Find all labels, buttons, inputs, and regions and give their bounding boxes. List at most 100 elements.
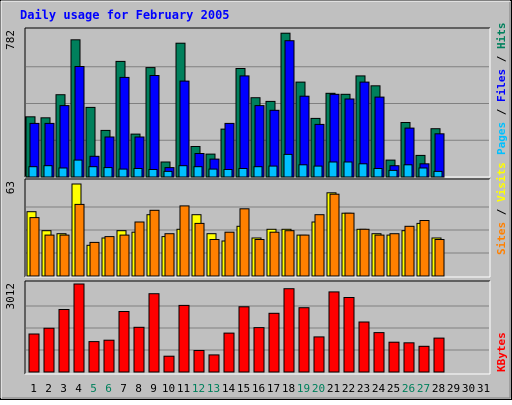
bar-kbytes-day-18: [283, 288, 295, 373]
bar-pages-day-5: [88, 166, 98, 178]
panel-hits-files-pages: 782 Pages / Files / Hits: [4, 23, 508, 178]
bar-sites-day-3: [59, 234, 70, 277]
legend-part: /: [495, 202, 508, 222]
bar-sites-day-7: [119, 234, 130, 277]
legend-part: Sites: [495, 222, 508, 255]
bar-kbytes-day-8: [133, 326, 145, 373]
x-tick-label-day-21: 21: [327, 382, 340, 395]
bar-pages-day-28: [433, 170, 443, 178]
bar-sites-day-17: [269, 231, 280, 277]
x-tick-label-day-7: 7: [120, 382, 127, 395]
bar-kbytes-day-19: [298, 307, 310, 373]
bar-sites-day-11: [179, 205, 190, 277]
bar-sites-day-1: [29, 217, 40, 277]
x-tick-label-day-27: 27: [417, 382, 430, 395]
bar-kbytes-day-6: [103, 339, 115, 373]
chart-panels: 782 Pages / Files / Hits 63 Sites / Visits 3…: [4, 23, 508, 375]
bar-kbytes-day-24: [373, 332, 385, 373]
bar-pages-day-17: [268, 165, 278, 178]
bar-sites-day-23: [359, 228, 370, 277]
bar-sites-day-15: [239, 208, 250, 277]
bar-pages-day-4: [73, 159, 83, 178]
x-tick-label-day-3: 3: [60, 382, 67, 395]
x-tick-label-day-22: 22: [342, 382, 355, 395]
x-tick-label-day-31: 31: [477, 382, 490, 395]
bar-pages-day-16: [253, 166, 263, 178]
bar-pages-day-2: [43, 165, 53, 178]
bar-kbytes-day-16: [253, 327, 265, 373]
x-tick-label-day-30: 30: [462, 382, 475, 395]
bar-sites-day-20: [314, 214, 325, 277]
legend-part: KBytes: [495, 332, 508, 372]
bar-pages-day-21: [328, 161, 338, 178]
legend-part: Pages: [495, 122, 508, 155]
bar-pages-day-11: [178, 165, 188, 178]
x-tick-label-day-15: 15: [237, 382, 250, 395]
legend-part: /: [495, 49, 508, 69]
graph-title: Daily usage for February 2005: [20, 8, 230, 22]
bar-kbytes-day-4: [73, 283, 85, 373]
bar-kbytes-day-1: [28, 333, 40, 373]
bar-pages-day-7: [118, 168, 128, 178]
bar-kbytes-day-2: [43, 327, 55, 373]
x-tick-label-day-10: 10: [162, 382, 175, 395]
bar-pages-day-23: [358, 163, 368, 178]
bar-kbytes-day-12: [193, 350, 205, 373]
x-tick-label-day-8: 8: [135, 382, 142, 395]
panel-max-label: 782: [4, 30, 17, 50]
bar-kbytes-day-21: [328, 291, 340, 373]
bar-kbytes-day-23: [358, 321, 370, 373]
x-axis-day-labels: 1 2 3 4 5 6 7 8 9 10 11 12 13 14 15 16 17 18 19 20 21 22 23 24 2…: [30, 382, 490, 395]
bar-pages-day-18: [283, 153, 293, 178]
bar-sites-day-13: [209, 239, 220, 277]
bar-kbytes-day-17: [268, 312, 280, 373]
bar-pages-day-25: [388, 169, 398, 178]
bar-sites-day-24: [374, 234, 385, 277]
bar-pages-day-20: [313, 165, 323, 178]
bar-pages-day-22: [343, 161, 353, 178]
panel-sites-visits: 63 Sites / Visits: [4, 162, 508, 278]
bar-pages-day-8: [133, 168, 143, 178]
x-tick-label-day-29: 29: [447, 382, 460, 395]
bar-kbytes-day-9: [148, 293, 160, 373]
bar-sites-day-27: [419, 220, 430, 277]
bar-sites-day-28: [434, 239, 445, 277]
bar-kbytes-day-20: [313, 336, 325, 373]
x-tick-label-day-12: 12: [192, 382, 205, 395]
bar-pages-day-26: [403, 164, 413, 178]
bar-sites-day-26: [404, 225, 415, 277]
bar-files-day-7: [119, 76, 130, 178]
bar-sites-day-10: [164, 233, 175, 277]
bar-pages-day-27: [418, 167, 428, 178]
bar-pages-day-15: [238, 168, 248, 178]
bar-kbytes-day-7: [118, 311, 130, 373]
panel-max-label: 63: [4, 181, 17, 194]
bar-sites-day-5: [89, 241, 100, 277]
bar-pages-day-24: [373, 168, 383, 178]
bar-files-day-11: [179, 80, 190, 178]
bar-files-day-15: [239, 75, 250, 178]
bar-sites-day-12: [194, 222, 205, 277]
x-tick-label-day-11: 11: [177, 382, 190, 395]
bar-files-day-3: [59, 105, 70, 178]
legend-part: /: [495, 102, 508, 122]
bar-kbytes-day-5: [88, 341, 100, 373]
bar-pages-day-10: [163, 170, 173, 178]
x-tick-label-day-4: 4: [75, 382, 82, 395]
bar-kbytes-day-26: [403, 342, 415, 373]
x-tick-label-day-2: 2: [45, 382, 52, 395]
panel-kbytes: 3012 KBytes: [4, 280, 508, 375]
bar-sites-day-16: [254, 239, 265, 277]
x-tick-label-day-14: 14: [222, 382, 236, 395]
x-tick-label-day-25: 25: [387, 382, 400, 395]
panel-legend-label: KBytes: [495, 332, 508, 372]
bar-pages-day-12: [193, 166, 203, 178]
x-tick-label-day-18: 18: [282, 382, 295, 395]
x-tick-label-day-9: 9: [150, 382, 157, 395]
x-tick-label-day-26: 26: [402, 382, 415, 395]
x-tick-label-day-23: 23: [357, 382, 370, 395]
bar-sites-day-4: [74, 203, 85, 277]
bar-sites-day-22: [344, 212, 355, 277]
